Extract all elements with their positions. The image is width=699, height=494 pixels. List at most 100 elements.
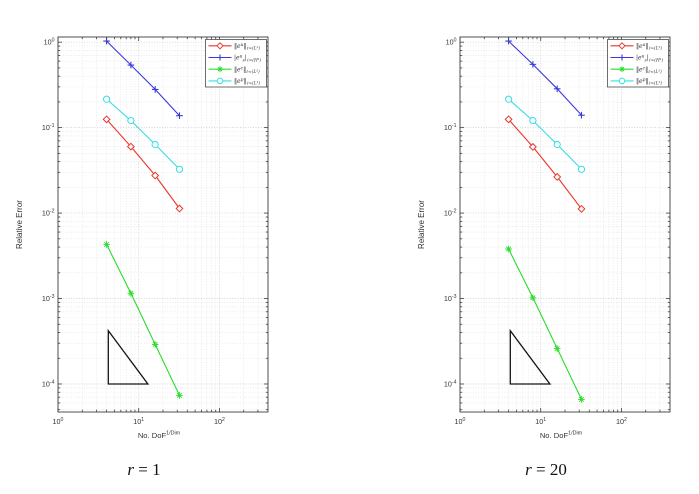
series-markers-ec-l2 — [103, 241, 183, 399]
legend-entry-ec-l2: ‖ec‖ℓ∞(L²) — [610, 66, 662, 75]
y-tick-label: 10-4 — [444, 379, 457, 388]
legend-label: ‖eu‖ℓ∞(L²) — [234, 43, 260, 52]
figure-caption-r1: r = 1 — [3, 460, 303, 480]
series-line-eus-h1 — [508, 40, 582, 116]
rate-triangle — [107, 328, 150, 385]
series-line-eus-h1 — [106, 40, 180, 117]
marker-plus — [176, 112, 183, 119]
x-tick-label: 102 — [214, 417, 225, 426]
marker-plus — [553, 85, 561, 93]
series-line-ep-l2 — [106, 98, 180, 170]
x-tick-label: 101 — [133, 417, 144, 426]
legend-entry-eus-h1: |eus|ℓ∞(H¹) — [610, 54, 664, 64]
marker-diamond — [577, 204, 586, 213]
y-tick-label: 10-3 — [42, 294, 55, 303]
marker-diamond — [126, 142, 135, 151]
marker-asterisk — [578, 396, 585, 403]
x-tick-label: 102 — [616, 417, 627, 426]
marker-circle — [151, 140, 159, 149]
marker-plus — [127, 61, 135, 69]
series-line-ep-l2 — [508, 98, 582, 170]
marker-asterisk — [619, 66, 625, 73]
y-tick-label: 100 — [446, 37, 457, 46]
caption-value: = 1 — [134, 460, 161, 479]
series-line-eu-l2 — [106, 119, 180, 209]
y-tick-label: 10-1 — [444, 123, 457, 132]
caption-value: = 20 — [531, 460, 567, 479]
rate-triangle — [509, 328, 552, 385]
legend-label: ‖ec‖ℓ∞(L²) — [636, 66, 662, 75]
legend-label: ‖ep‖ℓ∞(L²) — [636, 78, 662, 87]
marker-plus — [578, 111, 585, 119]
x-axis-label: No. DoF1/Dim — [138, 431, 181, 440]
marker-asterisk — [151, 341, 159, 348]
marker-circle — [504, 95, 513, 103]
legend-entry-eu-l2: ‖eu‖ℓ∞(L²) — [208, 42, 260, 52]
legend-box — [205, 39, 267, 88]
legend-label: |eus|ℓ∞(H¹) — [636, 55, 664, 64]
x-tick-label: 101 — [535, 417, 546, 426]
series-line-eu-l2 — [508, 119, 582, 210]
caption-variable: r — [525, 460, 532, 479]
series-markers-ep-l2 — [102, 95, 184, 173]
marker-circle — [127, 116, 135, 125]
marker-circle — [577, 165, 586, 173]
marker-asterisk — [217, 66, 223, 73]
axis-ticks — [459, 37, 670, 412]
marker-asterisk — [505, 245, 512, 253]
legend-label: ‖eu‖ℓ∞(L²) — [636, 43, 662, 52]
marker-circle — [553, 140, 561, 149]
y-tick-label: 10-1 — [42, 123, 55, 132]
series-markers-ec-l2 — [505, 245, 585, 403]
legend-entry-ec-l2: ‖ec‖ℓ∞(L²) — [208, 66, 260, 75]
axes-plot-r20: 100 101 102 100 10-1 10-2 10-3 10-4 No. DoF1/Dim… — [417, 36, 671, 440]
y-tick-label: 10-3 — [444, 294, 457, 303]
axes-plot-r1: 100 101 102 100 10-1 10-2 10-3 10-4 No. DoF1/Dim… — [15, 36, 269, 440]
y-tick-label: 10-2 — [42, 208, 55, 217]
marker-diamond — [102, 115, 111, 124]
series-markers-eus-h1 — [505, 37, 585, 119]
marker-diamond — [216, 42, 224, 50]
y-tick-label: 100 — [44, 37, 55, 46]
y-tick-label: 10-4 — [42, 379, 55, 388]
caption-variable: r — [127, 460, 135, 479]
marker-circle — [102, 95, 111, 103]
legend-label: ‖ep‖ℓ∞(L²) — [234, 78, 260, 87]
marker-asterisk — [127, 290, 135, 297]
marker-diamond — [553, 172, 562, 181]
series-line-ec-l2 — [106, 244, 180, 396]
y-axis-label: Relative Error — [15, 200, 24, 249]
series-markers-eu-l2 — [102, 115, 184, 213]
marker-plus — [217, 54, 223, 61]
legend-entry-eus-h1: |eus|ℓ∞(H¹) — [208, 54, 262, 64]
marker-circle — [529, 116, 537, 125]
y-tick-label: 10-2 — [444, 208, 457, 217]
marker-circle — [618, 77, 626, 85]
figure-caption-r20: r = 20 — [405, 460, 699, 480]
marker-plus — [529, 61, 537, 68]
y-axis-label: Relative Error — [417, 200, 426, 249]
legend-label: ‖ec‖ℓ∞(L²) — [234, 66, 260, 75]
legend-entry-ep-l2: ‖ep‖ℓ∞(L²) — [610, 77, 662, 87]
legend-entry-eu-l2: ‖eu‖ℓ∞(L²) — [610, 42, 662, 52]
x-tick-label: 100 — [455, 417, 466, 426]
marker-diamond — [151, 171, 160, 180]
marker-diamond — [618, 42, 626, 50]
x-axis-label: No. DoF1/Dim — [540, 431, 583, 440]
marker-asterisk — [176, 392, 183, 399]
marker-diamond — [528, 142, 537, 151]
series-markers-eu-l2 — [504, 115, 586, 213]
legend-label: |eus|ℓ∞(H¹) — [234, 55, 262, 64]
marker-circle — [175, 165, 184, 173]
marker-circle — [216, 77, 224, 85]
series-markers-ep-l2 — [504, 95, 586, 173]
grid — [460, 37, 670, 412]
legend: ‖eu‖ℓ∞(L²) |eus|ℓ∞(H¹) ‖ec‖ℓ∞(L²) ‖ep‖ℓ∞(L²… — [607, 39, 669, 88]
x-tick-label: 100 — [53, 417, 64, 426]
marker-plus — [619, 54, 625, 61]
legend-entry-ep-l2: ‖ep‖ℓ∞(L²) — [208, 77, 260, 87]
legend: ‖eu‖ℓ∞(L²) |eus|ℓ∞(H¹) ‖ec‖ℓ∞(L²) ‖ep‖ℓ∞(L²… — [205, 39, 267, 88]
legend-box — [607, 39, 669, 88]
plot-figure-r20: 100 101 102 100 10-1 10-2 10-3 10-4 No. DoF1/Dim… — [405, 0, 699, 480]
plot-figure-r1: 100 101 102 100 10-1 10-2 10-3 10-4 No. DoF1/Dim… — [3, 0, 333, 480]
